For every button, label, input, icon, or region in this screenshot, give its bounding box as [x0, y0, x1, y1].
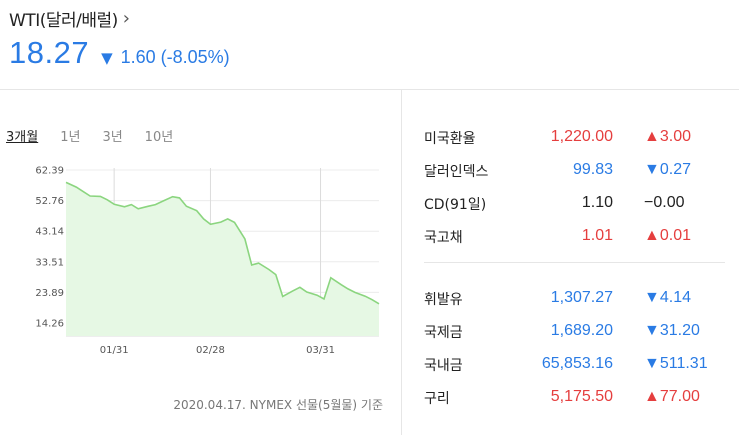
tab-1year[interactable]: 1년 [60, 130, 81, 145]
price-row: 18.27 ▼ 1.60 (-8.05%) [9, 35, 230, 71]
rate-change: ▼511.31 [644, 355, 708, 373]
rate-value: 5,175.50 [550, 388, 613, 405]
rate-value: 99.83 [572, 161, 613, 178]
y-tick-label: 14.26 [35, 319, 64, 330]
rate-value: 1,689.20 [550, 322, 613, 339]
quote-header: WTI(달러/배럴) › 18.27 ▼ 1.60 (-8.05%) [9, 6, 230, 71]
period-tabs: 3개월 1년 3년 10년 [6, 126, 173, 145]
rate-name[interactable]: 국고채 [424, 230, 463, 246]
x-tick-label: 01/31 [100, 345, 129, 356]
down-triangle-icon: ▼ [101, 49, 113, 67]
rate-row[interactable]: 미국환율 1,220.00 ▲3.00 [424, 124, 724, 157]
current-price: 18.27 [9, 35, 90, 70]
chart-footnote: 2020.04.17. NYMEX 선물(5월물) 기준 [173, 398, 383, 412]
rate-value: 1,220.00 [550, 128, 613, 145]
title-link[interactable]: WTI(달러/배럴) › [9, 6, 230, 31]
rate-row[interactable]: 국내금 65,853.16 ▼511.31 [424, 351, 724, 384]
rate-row[interactable]: 휘발유 1,307.27 ▼4.14 [424, 285, 724, 318]
rate-name[interactable]: CD(91일) [424, 197, 487, 213]
rate-name[interactable]: 미국환율 [424, 131, 476, 147]
down-triangle-icon: ▼ [644, 322, 660, 339]
rate-change: ▲0.01 [644, 227, 691, 245]
rate-name[interactable]: 달러인덱스 [424, 164, 489, 180]
rate-change: −0.00 [644, 194, 684, 212]
rate-change-value: 511.31 [659, 355, 708, 372]
x-tick-label: 02/28 [196, 345, 225, 356]
tab-10year[interactable]: 10년 [144, 130, 174, 145]
up-triangle-icon: ▲ [644, 128, 660, 145]
rate-change-value: 0.27 [659, 161, 691, 178]
rate-name[interactable]: 휘발유 [424, 292, 463, 308]
rate-row[interactable]: 국고채 1.01 ▲0.01 [424, 223, 724, 256]
rate-change: ▲3.00 [644, 128, 691, 146]
chevron-right-icon[interactable]: › [122, 7, 130, 29]
divider-vertical [401, 90, 402, 435]
rates-panel: 미국환율 1,220.00 ▲3.00 달러인덱스 99.83 ▼0.27 CD(91일) 1… [424, 124, 725, 417]
rate-change: ▼31.20 [644, 322, 700, 340]
rate-row[interactable]: 달러인덱스 99.83 ▼0.27 [424, 157, 724, 190]
rate-value: 1,307.27 [550, 289, 613, 306]
y-tick-label: 33.51 [35, 257, 64, 268]
rate-value: 1.01 [581, 227, 613, 244]
rate-change: ▲77.00 [644, 388, 700, 406]
rate-row[interactable]: 국제금 1,689.20 ▼31.20 [424, 318, 724, 351]
up-triangle-icon: ▲ [644, 388, 660, 405]
rate-change-value: 77.00 [659, 388, 700, 405]
price-chart: 62.39 52.76 43.14 33.51 23.89 14.26 01/31 02/2… [0, 155, 395, 365]
down-triangle-icon: ▼ [644, 355, 660, 372]
divider-horizontal [0, 89, 739, 90]
dash-icon: − [644, 194, 654, 211]
rate-row[interactable]: 구리 5,175.50 ▲77.00 [424, 384, 724, 417]
rate-change-value: 0.01 [659, 227, 691, 244]
rate-name[interactable]: 국내금 [424, 358, 463, 374]
chart-area [66, 182, 379, 336]
rate-change-value: 3.00 [659, 128, 691, 145]
rate-change-value: 4.14 [659, 289, 691, 306]
y-tick-label: 23.89 [35, 288, 64, 299]
chart-svg: 62.39 52.76 43.14 33.51 23.89 14.26 01/31 02/2… [35, 166, 380, 356]
page-title[interactable]: WTI(달러/배럴) [9, 11, 118, 31]
price-change: 1.60 (-8.05%) [120, 47, 230, 67]
rate-name[interactable]: 구리 [424, 391, 450, 407]
rate-value: 1.10 [581, 194, 613, 211]
chart-line [65, 181, 380, 305]
rate-change: ▼4.14 [644, 289, 691, 307]
y-tick-label: 43.14 [35, 227, 64, 238]
down-triangle-icon: ▼ [644, 161, 660, 178]
rate-change-value: 31.20 [659, 322, 700, 339]
y-tick-label: 62.39 [35, 166, 64, 177]
down-triangle-icon: ▼ [644, 289, 660, 306]
tab-3month[interactable]: 3개월 [6, 130, 39, 145]
rate-change: ▼0.27 [644, 161, 691, 179]
x-tick-label: 03/31 [306, 345, 335, 356]
y-tick-label: 52.76 [35, 196, 64, 207]
rate-value: 65,853.16 [541, 355, 613, 372]
tab-3year[interactable]: 3년 [102, 130, 123, 145]
rate-row[interactable]: CD(91일) 1.10 −0.00 [424, 190, 724, 223]
rate-name[interactable]: 국제금 [424, 325, 463, 341]
up-triangle-icon: ▲ [644, 227, 660, 244]
rate-change-value: 0.00 [653, 194, 685, 211]
rates-divider [424, 262, 725, 263]
